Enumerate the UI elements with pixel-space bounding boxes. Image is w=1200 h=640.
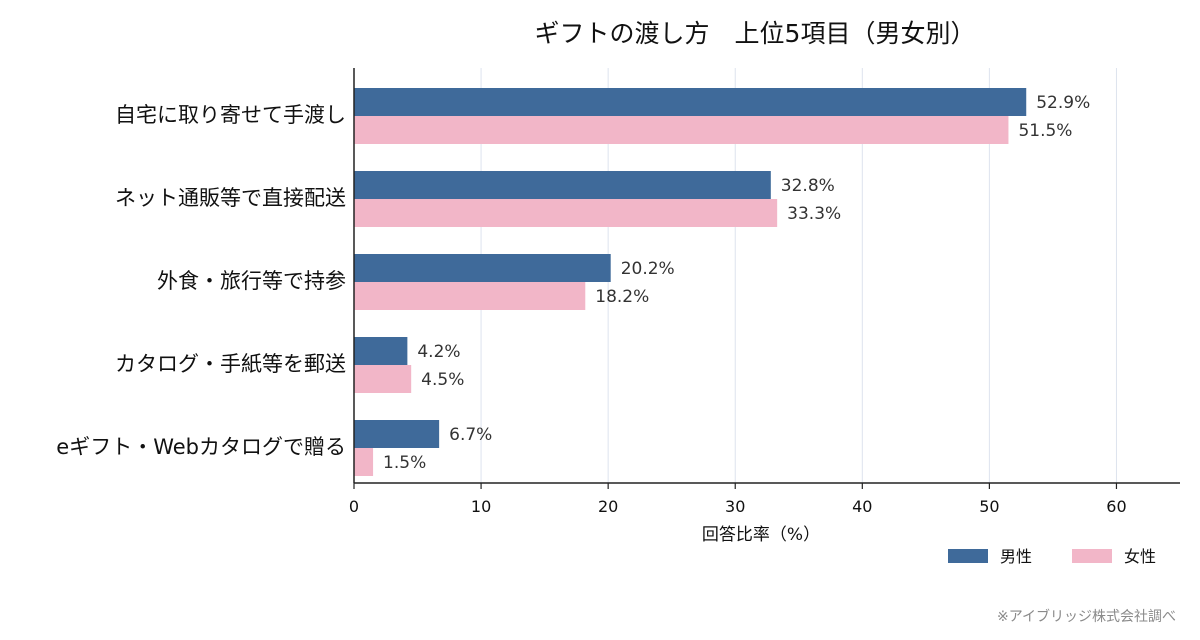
x-tick-label: 40 xyxy=(852,497,872,516)
bar xyxy=(354,282,586,310)
bar xyxy=(354,199,778,227)
category-label: カタログ・手紙等を郵送 xyxy=(115,352,346,376)
category-label: 外食・旅行等で持参 xyxy=(157,269,346,293)
bar xyxy=(354,337,408,365)
legend-label: 女性 xyxy=(1124,547,1156,566)
category-label: 自宅に取り寄せて手渡し xyxy=(115,103,346,127)
x-axis-label: 回答比率（%） xyxy=(702,525,820,545)
bar-value-label: 20.2% xyxy=(621,259,675,279)
bar-value-label: 1.5% xyxy=(383,453,426,473)
bar xyxy=(354,171,771,199)
x-tick-label: 10 xyxy=(471,497,491,516)
bar-value-label: 32.8% xyxy=(781,176,835,196)
bar-value-label: 18.2% xyxy=(595,287,649,307)
legend-label: 男性 xyxy=(1000,547,1032,566)
bar xyxy=(354,88,1027,116)
bar xyxy=(354,420,440,448)
source-credit: ※アイブリッジ株式会社調べ xyxy=(996,609,1176,625)
bar-value-label: 6.7% xyxy=(449,425,492,445)
bar xyxy=(354,448,374,476)
x-tick-label: 50 xyxy=(979,497,999,516)
bar xyxy=(354,365,412,393)
bar-value-label: 33.3% xyxy=(787,204,841,224)
category-label: ネット通販等で直接配送 xyxy=(115,186,346,210)
bar-value-label: 52.9% xyxy=(1036,93,1090,113)
chart-title: ギフトの渡し方 上位5項目（男女別） xyxy=(534,19,976,48)
bar xyxy=(354,254,611,282)
legend-swatch xyxy=(1072,549,1112,563)
legend-swatch xyxy=(948,549,988,563)
category-label: eギフト・Webカタログで贈る xyxy=(56,435,346,459)
x-tick-label: 60 xyxy=(1106,497,1126,516)
bar-value-label: 4.2% xyxy=(417,342,460,362)
bar-value-label: 4.5% xyxy=(421,370,464,390)
bar-value-label: 51.5% xyxy=(1018,121,1072,141)
bar xyxy=(354,116,1009,144)
x-tick-label: 0 xyxy=(349,497,359,516)
x-tick-label: 20 xyxy=(598,497,618,516)
x-tick-label: 30 xyxy=(725,497,745,516)
